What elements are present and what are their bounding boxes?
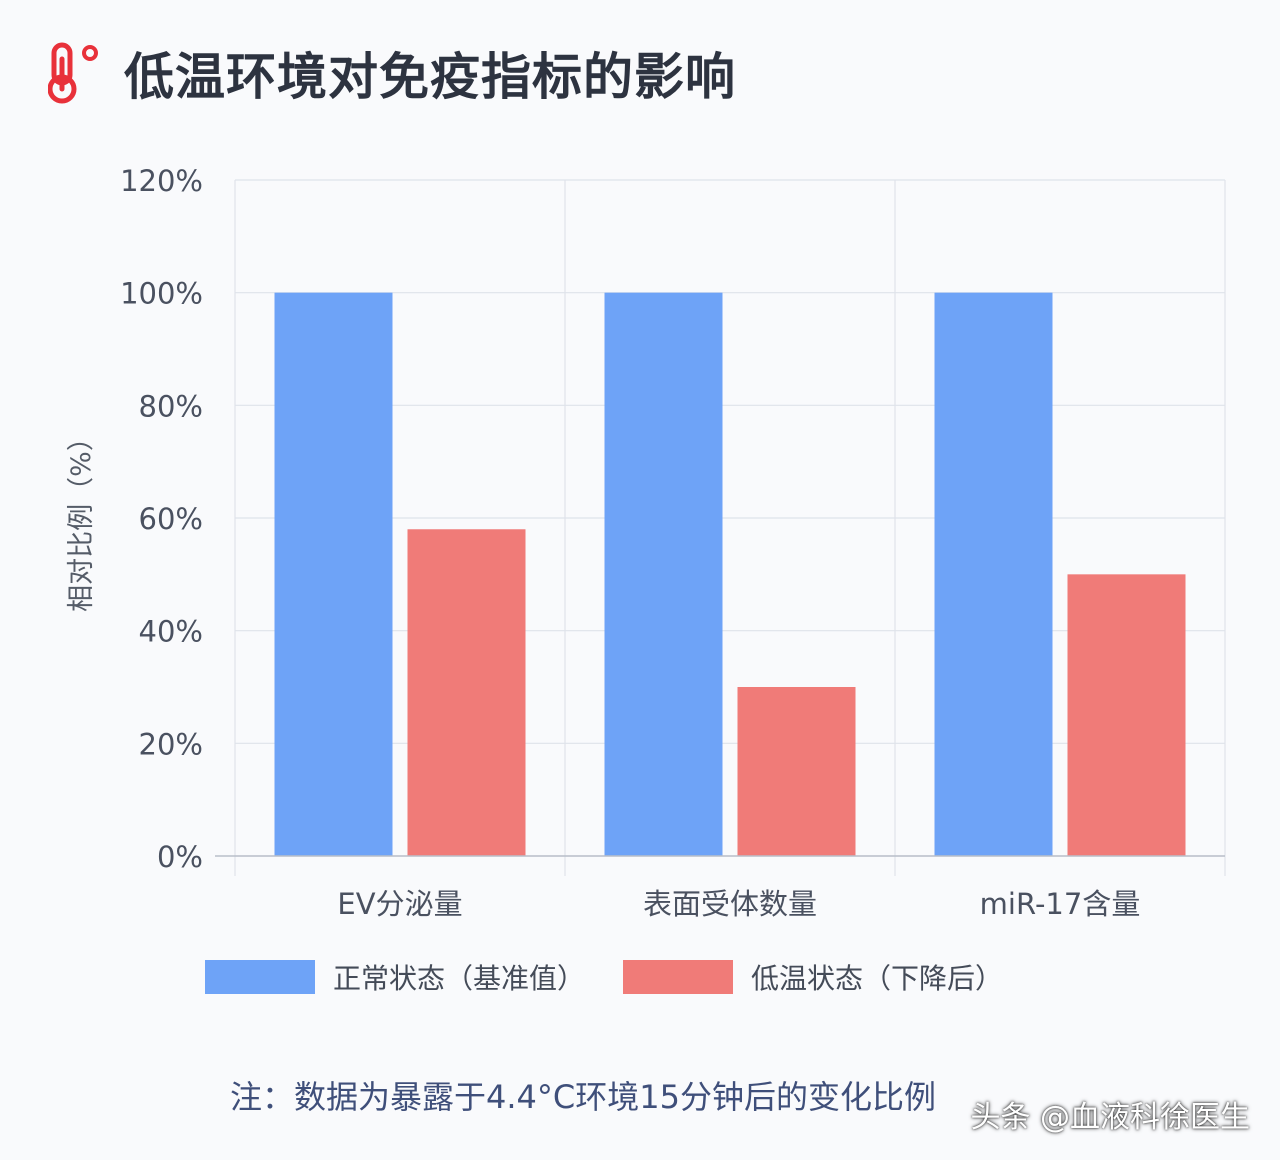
footnote: 注：数据为暴露于4.4°C环境15分钟后的变化比例 (230, 1078, 936, 1116)
bar (407, 529, 526, 856)
thermometer-icon (48, 42, 98, 104)
legend-label-normal: 正常状态（基准值） (333, 962, 586, 995)
bar-chart: 0% 20% 40% 60% 80% 100% 120% EV分泌量 表面受体数量 miR-17含… (66, 164, 1226, 920)
bar (604, 292, 723, 856)
y-tick-label: 80% (139, 389, 203, 423)
bar (274, 292, 393, 856)
y-tick-label: 0% (157, 840, 203, 874)
y-tick-label: 40% (139, 615, 203, 649)
watermark: 头条 @血液科徐医生 (970, 1100, 1250, 1135)
legend-item-normal: 正常状态（基准值） (205, 957, 585, 997)
y-axis-label: 相对比例（%） (66, 424, 97, 612)
bar (1067, 574, 1186, 856)
legend-swatch-normal (205, 960, 315, 994)
legend: 正常状态（基准值） 低温状态（下降后） (205, 955, 1041, 999)
x-tick-label: 表面受体数量 (643, 887, 817, 920)
bar (737, 687, 856, 856)
x-tick-label: EV分泌量 (337, 887, 462, 920)
bar (934, 292, 1053, 856)
chart-title: 低温环境对免疫指标的影响 (124, 48, 736, 106)
legend-label-cold: 低温状态（下降后） (751, 962, 1004, 995)
y-tick-label: 100% (120, 277, 203, 311)
legend-item-cold: 低温状态（下降后） (623, 957, 1003, 997)
legend-swatch-cold (623, 960, 734, 994)
y-tick-label: 60% (139, 502, 203, 536)
chart-header: 低温环境对免疫指标的影响 (48, 38, 736, 108)
y-tick-label: 20% (139, 727, 203, 761)
x-tick-label: miR-17含量 (980, 887, 1141, 920)
y-tick-label: 120% (120, 164, 203, 198)
